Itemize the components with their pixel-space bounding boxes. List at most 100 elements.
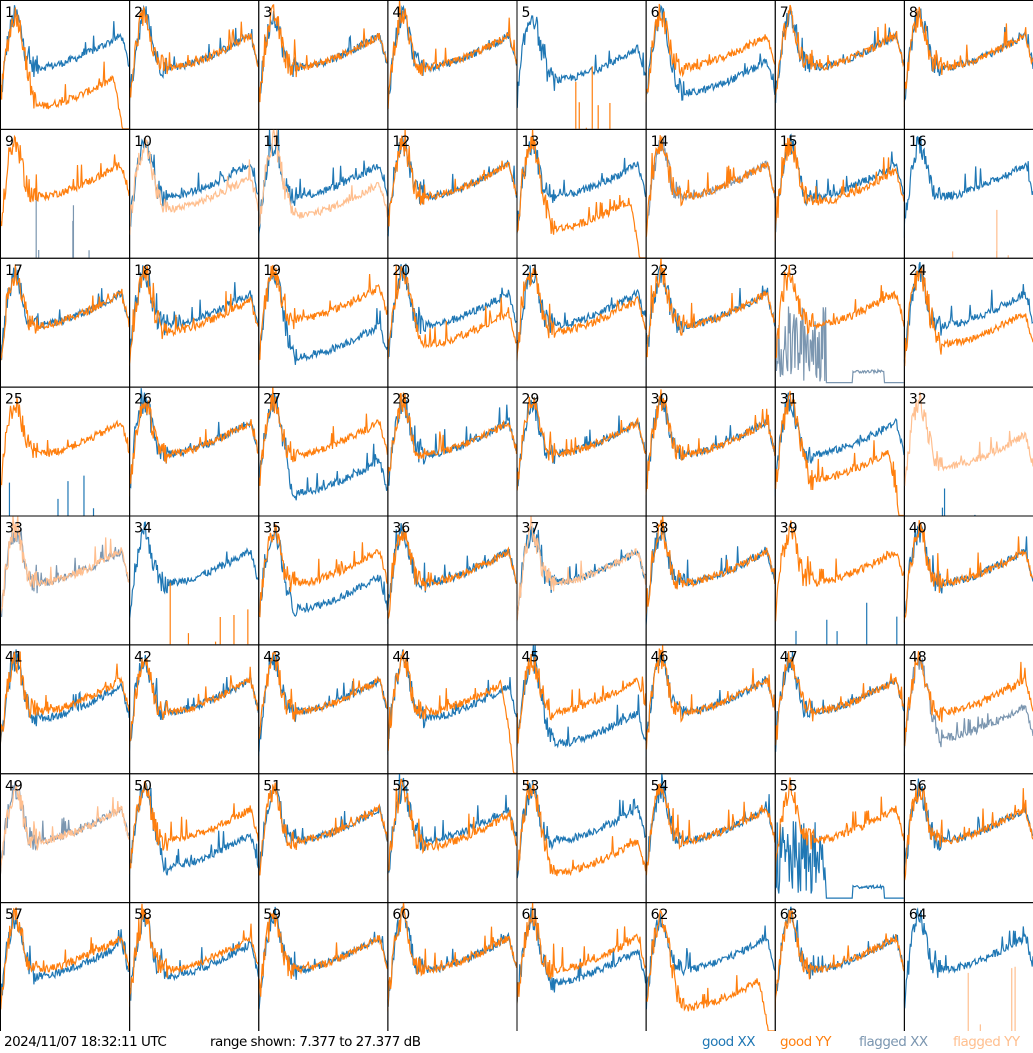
panel-plot-area <box>516 644 646 755</box>
panel-52: 52 <box>387 773 518 904</box>
panel-label: 57 <box>5 907 23 923</box>
panel-2: 2 <box>129 0 260 130</box>
panel-plot-area <box>387 392 517 488</box>
panel-44: 44 <box>387 644 518 775</box>
good-xx-series <box>129 138 259 228</box>
flagged-xx-series <box>645 139 775 237</box>
panel-49: 49 <box>0 773 131 904</box>
panel-plot-area <box>258 906 388 1012</box>
good-yy-series <box>645 783 775 876</box>
panel-34: 34 <box>129 515 260 646</box>
panel-53: 53 <box>516 773 647 904</box>
good-xx-series <box>258 906 388 1010</box>
panel-label: 25 <box>5 392 23 408</box>
good-yy-series <box>903 266 1033 367</box>
good-yy-series <box>0 264 130 362</box>
panel-label: 63 <box>780 907 798 923</box>
panel-label: 20 <box>392 263 410 279</box>
good-yy-series <box>645 909 775 1031</box>
panel-15: 15 <box>774 128 905 259</box>
panel-plot-area <box>258 524 388 618</box>
good-yy-series <box>903 520 1033 623</box>
flagged-xx-series <box>774 306 904 384</box>
good-xx-series <box>903 8 1033 103</box>
good-yy-series <box>387 902 517 1012</box>
panel-plot-area <box>774 4 904 104</box>
panel-47: 47 <box>774 644 905 775</box>
good-xx-series <box>774 651 904 752</box>
panel-plot-area <box>774 777 904 899</box>
panel-label: 27 <box>263 392 281 408</box>
good-xx-series <box>774 392 904 497</box>
panel-label: 61 <box>522 907 540 923</box>
panel-label: 40 <box>909 521 927 537</box>
panel-22: 22 <box>645 257 776 388</box>
good-yy-series <box>387 392 517 483</box>
flagged-yy-series <box>0 783 130 884</box>
panel-plot-area <box>516 780 646 880</box>
panel-plot-area <box>645 135 775 237</box>
panel-36: 36 <box>387 515 518 646</box>
panel-plot-area <box>645 909 775 1031</box>
good-xx-series <box>774 7 904 104</box>
panel-label: 59 <box>263 907 281 923</box>
good-yy-series <box>774 4 904 101</box>
good-yy-series <box>387 128 517 231</box>
good-yy-series <box>774 651 904 746</box>
panel-border <box>774 0 905 130</box>
panel-plot-area <box>516 902 646 1015</box>
panel-label: 38 <box>651 521 669 537</box>
panel-plot-area <box>645 257 775 367</box>
panel-28: 28 <box>387 386 518 517</box>
panel-43: 43 <box>258 644 389 775</box>
panel-plot-area <box>774 651 904 752</box>
panel-plot-area <box>129 388 259 497</box>
good-yy-series <box>0 134 130 236</box>
panel-9: 9 <box>0 128 131 259</box>
good-yy-series <box>645 3 775 103</box>
panel-label: 11 <box>263 134 281 150</box>
good-yy-series <box>903 6 1033 107</box>
panel-8: 8 <box>903 0 1033 130</box>
panel-32: 32 <box>903 386 1033 517</box>
panel-label: 28 <box>392 392 410 408</box>
panel-label: 2 <box>134 5 143 21</box>
panel-plot-area <box>387 0 517 110</box>
good-yy-series <box>645 644 775 750</box>
panel-plot-area <box>774 390 904 516</box>
legend-flagged-yy: flagged YY <box>953 1034 1020 1050</box>
panel-plot-area <box>129 265 259 366</box>
good-yy-series <box>903 783 1033 881</box>
panel-label: 34 <box>134 521 152 537</box>
legend-good-xx: good XX <box>702 1034 755 1050</box>
panel-label: 62 <box>651 907 669 923</box>
panel-plot-area <box>129 137 259 235</box>
panel-56: 56 <box>903 773 1033 904</box>
panel-4: 4 <box>387 0 518 130</box>
panel-label: 37 <box>522 521 540 537</box>
good-yy-series <box>129 658 259 752</box>
panel-64: 64 <box>903 902 1033 1031</box>
panel-17: 17 <box>0 257 131 388</box>
good-yy-series <box>774 520 904 622</box>
panel-label: 49 <box>5 778 23 794</box>
panel-24: 24 <box>903 257 1033 388</box>
panel-label: 31 <box>780 392 798 408</box>
panel-label: 35 <box>263 521 281 537</box>
good-yy-series <box>774 264 904 360</box>
panel-plot-area <box>774 906 904 1013</box>
good-xx-series <box>516 15 646 108</box>
good-xx-series <box>903 907 1033 1009</box>
good-xx-series <box>258 653 388 757</box>
panel-label: 60 <box>392 907 410 923</box>
panel-35: 35 <box>258 515 389 646</box>
panel-plot-area <box>258 386 388 501</box>
panel-label: 5 <box>522 5 531 21</box>
good-yy-series <box>258 911 388 1012</box>
panel-label: 54 <box>651 778 669 794</box>
panel-plot-area <box>129 654 259 758</box>
good-yy-series <box>129 400 259 497</box>
panel-label: 19 <box>263 263 281 279</box>
panel-18: 18 <box>129 257 260 388</box>
good-xx-series <box>516 396 646 488</box>
